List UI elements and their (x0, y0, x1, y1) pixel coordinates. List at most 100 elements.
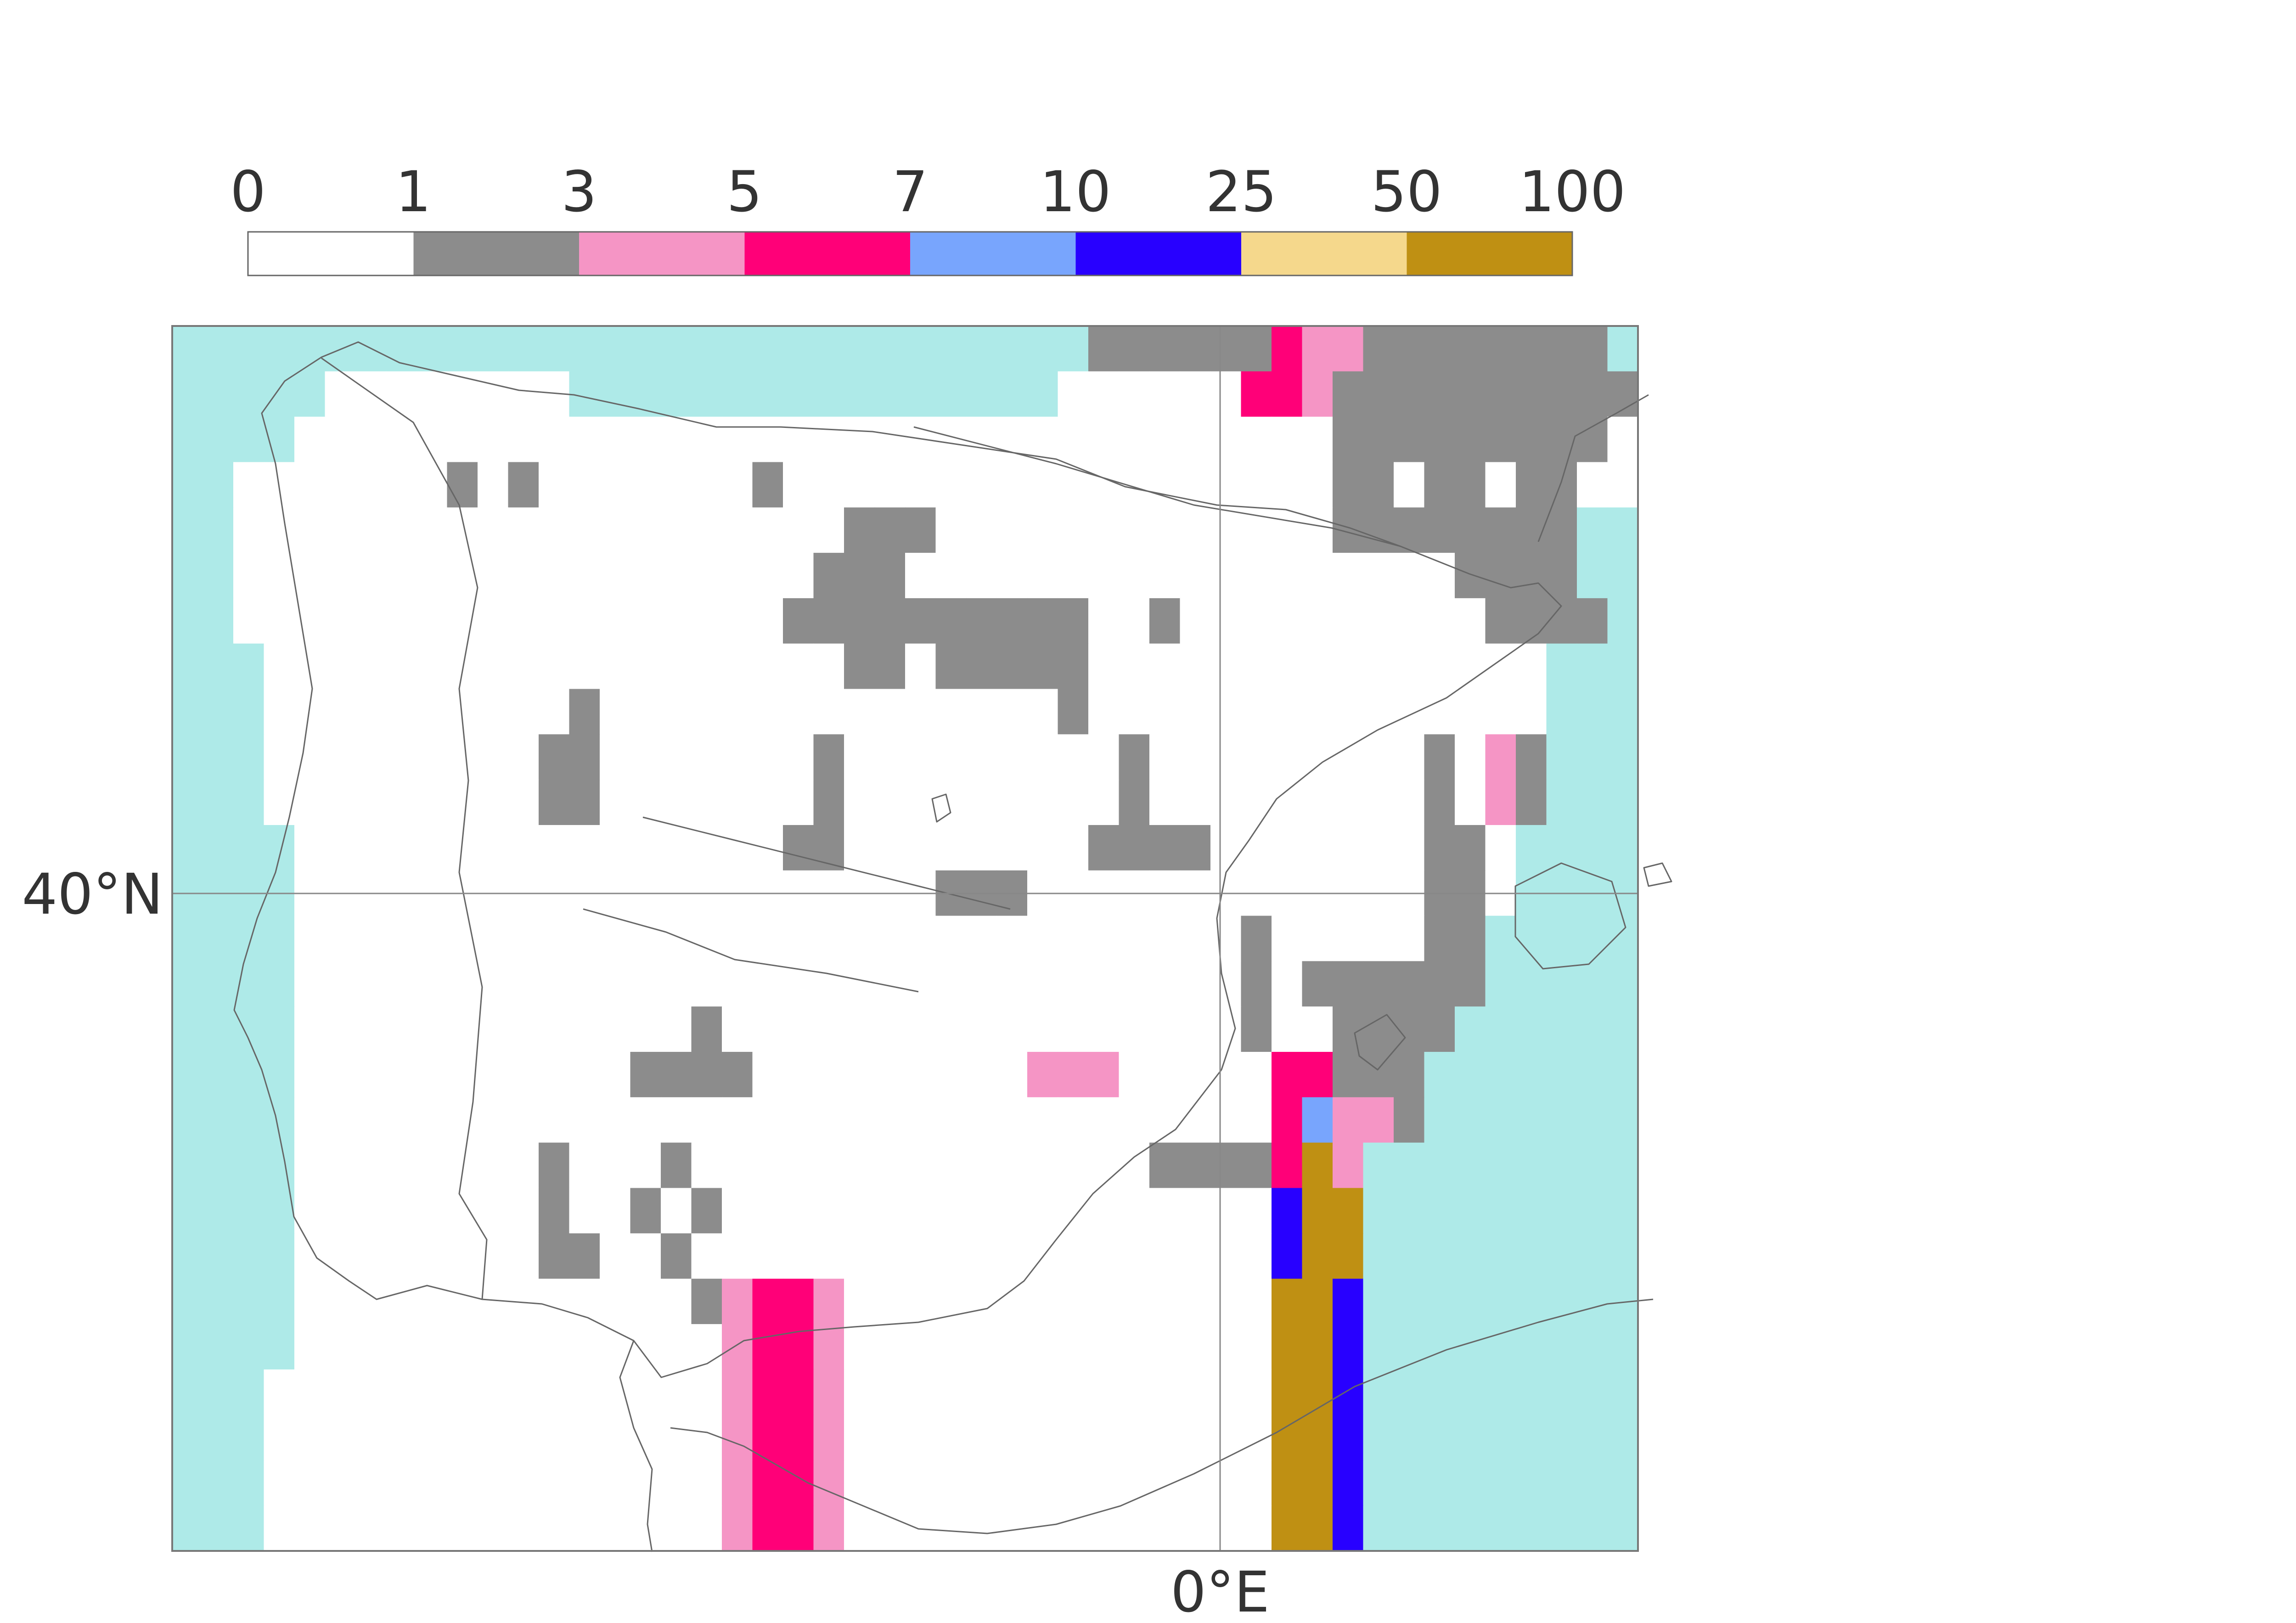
grid-cell (813, 780, 844, 826)
coastline (233, 341, 1672, 1552)
grid-cell (1119, 553, 1150, 599)
grid-cell (935, 598, 967, 644)
grid-cell (1302, 1415, 1333, 1461)
grid-cell (752, 598, 783, 644)
sea-cell (1577, 1415, 1608, 1461)
grid-cell (1485, 689, 1516, 735)
sea-cell (203, 371, 234, 417)
sea-cell (966, 326, 997, 372)
grid-cell (447, 1505, 478, 1551)
grid-cell (844, 462, 875, 508)
grid-cell (325, 915, 356, 962)
sea-cell (203, 1233, 234, 1279)
grid-cell (1058, 1006, 1089, 1052)
map-grid (172, 326, 1638, 1551)
colorbar-tick-label: 0 (230, 159, 266, 225)
sea-cell (783, 326, 814, 372)
grid-cell (1302, 780, 1333, 826)
grid-cell (630, 1505, 661, 1551)
sea-cell (1485, 1233, 1516, 1279)
grid-cell (386, 1369, 417, 1415)
grid-cell (1149, 1324, 1181, 1370)
grid-cell (996, 553, 1028, 599)
grid-cell (1149, 915, 1181, 962)
grid-cell (416, 553, 448, 599)
grid-cell (478, 689, 509, 735)
grid-cell (1516, 643, 1547, 690)
grid-cell (905, 689, 936, 735)
grid-cell (661, 643, 692, 690)
grid-cell (1058, 689, 1089, 735)
sea-cell (1485, 1052, 1516, 1098)
grid-cell (1577, 326, 1608, 372)
grid-cell (905, 416, 936, 463)
grid-cell (874, 1142, 906, 1189)
sea-cell (1455, 1460, 1486, 1506)
grid-cell (1333, 780, 1364, 826)
sea-cell (1546, 1006, 1577, 1052)
grid-cell (416, 1233, 448, 1279)
sea-cell (203, 553, 234, 599)
grid-cell (508, 1006, 539, 1052)
grid-cell (1272, 1188, 1303, 1234)
grid-cell (844, 1006, 875, 1052)
sea-cell (203, 961, 234, 1007)
grid-cell (661, 780, 692, 826)
sea-cell (1577, 825, 1608, 871)
grid-cell (386, 961, 417, 1007)
grid-cell (294, 1460, 326, 1506)
sea-cell (172, 371, 203, 417)
grid-cell (844, 416, 875, 463)
grid-cell (1516, 507, 1547, 553)
grid-cell (752, 1097, 783, 1143)
grid-cell (1394, 734, 1425, 780)
grid-cell (996, 780, 1028, 826)
grid-cell (1027, 598, 1058, 644)
grid-cell (1210, 1006, 1242, 1052)
grid-cell (233, 462, 264, 508)
grid-cell (1424, 416, 1455, 463)
grid-cell (386, 689, 417, 735)
grid-cell (233, 553, 264, 599)
sea-cell (1394, 1233, 1425, 1279)
grid-cell (966, 1188, 997, 1234)
sea-cell (874, 326, 906, 372)
grid-cell (416, 598, 448, 644)
grid-cell (478, 371, 509, 417)
grid-cell (905, 598, 936, 644)
grid-cell (447, 643, 478, 690)
grid-cell (1333, 643, 1364, 690)
grid-cell (1149, 1415, 1181, 1461)
sea-cell (1607, 507, 1638, 553)
grid-cell (996, 825, 1028, 871)
grid-cell (355, 689, 387, 735)
grid-cell (508, 1369, 539, 1415)
grid-cell (1272, 1052, 1303, 1098)
grid-cell (1241, 1460, 1272, 1506)
grid-cell (661, 598, 692, 644)
grid-cell (1058, 598, 1089, 644)
grid-cell (1333, 1279, 1364, 1325)
grid-cell (1424, 598, 1455, 644)
grid-cell (1424, 780, 1455, 826)
grid-cell (1455, 961, 1486, 1007)
grid-cell (1058, 553, 1089, 599)
grid-cell (722, 1052, 753, 1098)
grid-cell (722, 1233, 753, 1279)
grid-cell (569, 915, 600, 962)
grid-cell (1363, 553, 1394, 599)
grid-cell (386, 462, 417, 508)
grid-cell (1302, 1006, 1333, 1052)
grid-cell (447, 1233, 478, 1279)
grid-cell (1149, 643, 1181, 690)
sea-cell (996, 326, 1028, 372)
grid-cell (1149, 553, 1181, 599)
grid-cell (630, 1279, 661, 1325)
grid-cell (294, 1052, 326, 1098)
grid-cell (569, 507, 600, 553)
grid-cell (630, 1097, 661, 1143)
grid-cell (478, 598, 509, 644)
grid-cell (447, 462, 478, 508)
sea-cell (1485, 1279, 1516, 1325)
grid-cell (1058, 961, 1089, 1007)
